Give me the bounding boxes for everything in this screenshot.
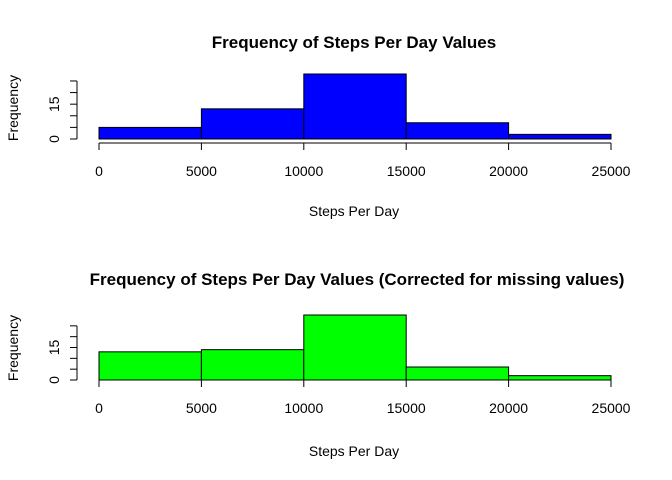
- x-tick-label: 10000: [284, 400, 323, 416]
- x-tick-label: 5000: [186, 400, 217, 416]
- histogram-panel-corrected: Frequency of Steps Per Day Values (Corre…: [5, 270, 631, 459]
- histogram-bar: [405, 366, 510, 381]
- histogram-bar: [303, 314, 407, 381]
- histogram-bar: [508, 375, 612, 381]
- x-tick-label: 20000: [489, 400, 528, 416]
- y-axis-title: Frequency: [5, 75, 21, 141]
- x-tick-label: 20000: [489, 163, 528, 179]
- chart-title: Frequency of Steps Per Day Values: [212, 33, 496, 52]
- x-tick-label: 15000: [387, 163, 426, 179]
- histogram-bar: [405, 122, 510, 140]
- y-tick-label: 0: [46, 135, 62, 143]
- x-tick-label: 5000: [186, 163, 217, 179]
- y-tick-label: 0: [46, 376, 62, 384]
- x-tick-label: 0: [95, 163, 103, 179]
- x-tick-label: 10000: [284, 163, 323, 179]
- x-tick-label: 0: [95, 400, 103, 416]
- chart-title: Frequency of Steps Per Day Values (Corre…: [90, 270, 625, 289]
- y-axis-title: Frequency: [5, 315, 21, 381]
- x-axis-title: Steps Per Day: [309, 203, 399, 219]
- histogram-bar: [200, 349, 305, 381]
- y-tick-label: 15: [46, 96, 62, 112]
- histogram-bar: [508, 133, 612, 140]
- histogram-panel-original: Frequency of Steps Per Day Values 0 5000 10…: [5, 33, 631, 219]
- x-tick-label: 15000: [387, 400, 426, 416]
- histogram-bar: [200, 108, 305, 140]
- histogram-bar: [98, 126, 202, 140]
- histogram-bar: [303, 73, 407, 140]
- x-tick-label: 25000: [592, 400, 631, 416]
- histogram-bar: [98, 351, 202, 381]
- x-axis-title: Steps Per Day: [309, 443, 399, 459]
- x-tick-label: 25000: [592, 163, 631, 179]
- y-tick-label: 15: [46, 340, 62, 356]
